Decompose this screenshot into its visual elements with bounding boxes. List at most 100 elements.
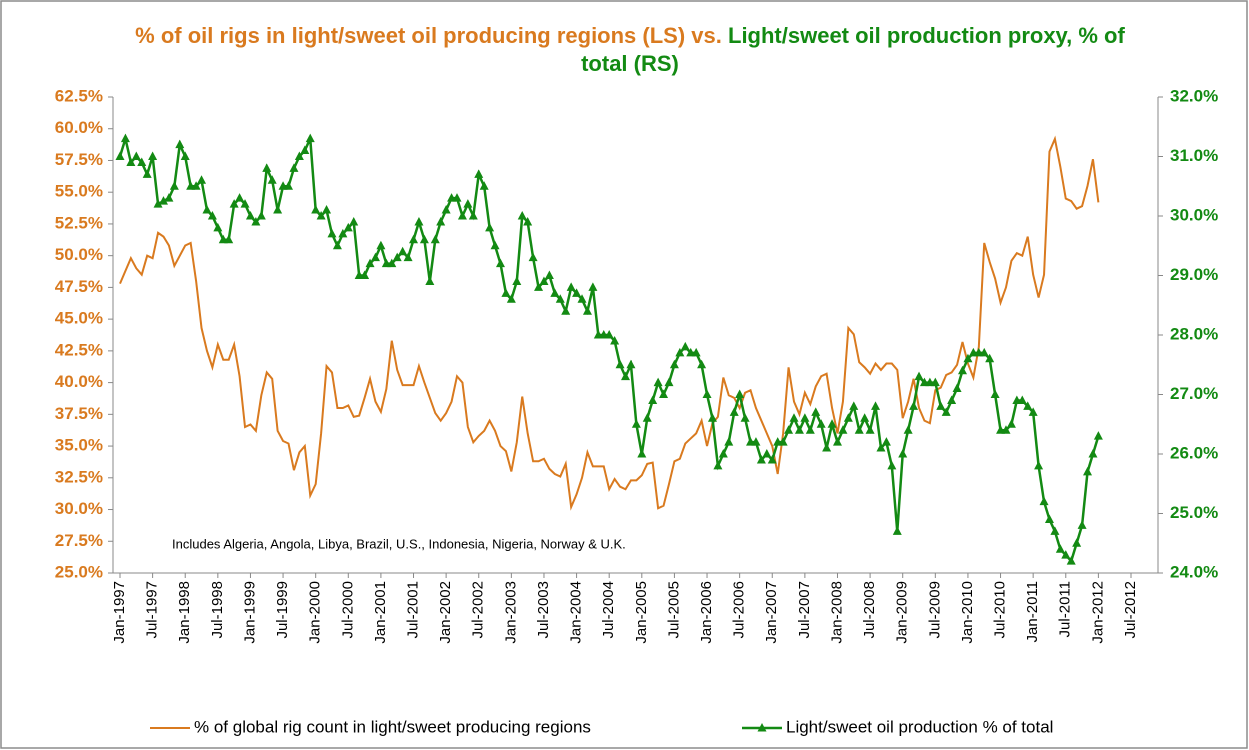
- marker: [137, 157, 147, 166]
- marker: [485, 222, 495, 232]
- x-tick-label: Jan-2004: [568, 581, 585, 644]
- marker: [631, 419, 641, 428]
- marker: [311, 205, 321, 214]
- marker: [403, 252, 413, 262]
- x-tick-label: Jan-2005: [633, 581, 650, 644]
- marker: [441, 205, 451, 214]
- series-line: [119, 135, 1100, 511]
- marker: [854, 425, 864, 434]
- marker: [539, 276, 549, 285]
- y2-tick-label: 29.0%: [1170, 265, 1218, 284]
- marker: [457, 211, 467, 220]
- marker: [566, 282, 576, 291]
- marker: [941, 407, 951, 416]
- x-tick-label: Jan-2007: [763, 581, 780, 644]
- marker: [990, 389, 1000, 398]
- marker: [751, 437, 761, 446]
- marker: [126, 157, 136, 166]
- marker: [251, 216, 261, 226]
- marker: [338, 228, 348, 238]
- y-tick-label: 50.0%: [55, 245, 103, 264]
- marker: [903, 425, 913, 434]
- y2-tick-label: 32.0%: [1170, 86, 1218, 105]
- marker: [702, 389, 712, 398]
- marker: [452, 193, 462, 202]
- marker: [267, 175, 277, 184]
- marker: [430, 234, 440, 244]
- marker: [245, 211, 255, 220]
- x-tick-label: Jul-2002: [470, 581, 487, 639]
- marker: [235, 193, 245, 202]
- marker: [224, 234, 234, 244]
- marker: [495, 258, 505, 268]
- marker: [131, 151, 141, 160]
- x-tick-label: Jan-2000: [307, 581, 324, 644]
- marker: [936, 401, 946, 410]
- x-tick-label: Jan-2009: [894, 581, 911, 644]
- marker: [158, 196, 168, 205]
- marker: [164, 193, 174, 202]
- marker: [528, 252, 538, 262]
- marker: [1055, 544, 1065, 553]
- marker: [724, 437, 734, 446]
- marker: [349, 216, 359, 226]
- marker: [680, 341, 690, 351]
- marker: [881, 437, 891, 446]
- marker: [142, 169, 152, 178]
- marker: [1034, 460, 1044, 470]
- marker: [392, 252, 402, 262]
- marker: [148, 151, 158, 160]
- marker: [153, 199, 163, 208]
- marker: [849, 401, 859, 410]
- x-tick-label: Jan-2003: [502, 581, 519, 644]
- y-tick-label: 40.0%: [55, 372, 103, 391]
- marker: [626, 359, 636, 369]
- marker: [832, 437, 842, 446]
- marker: [664, 377, 674, 387]
- marker: [572, 288, 582, 297]
- marker: [735, 389, 745, 398]
- marker: [876, 443, 886, 452]
- x-tick-label: Jan-1998: [176, 581, 193, 644]
- x-tick-label: Jul-2005: [665, 581, 682, 639]
- marker: [675, 347, 685, 357]
- x-tick-label: Jul-2004: [600, 581, 617, 639]
- marker: [648, 395, 658, 404]
- marker: [898, 449, 908, 458]
- marker: [365, 258, 375, 268]
- marker: [659, 389, 669, 398]
- y-tick-label: 42.5%: [55, 340, 103, 359]
- marker: [843, 413, 853, 422]
- marker: [789, 413, 799, 422]
- marker: [523, 216, 533, 226]
- marker: [653, 377, 663, 387]
- marker: [360, 270, 370, 279]
- chart-title: % of oil rigs in light/sweet oil produci…: [130, 22, 1130, 78]
- marker: [1066, 556, 1076, 565]
- x-tick-label: Jan-2008: [828, 581, 845, 644]
- marker: [376, 240, 386, 250]
- marker: [419, 234, 429, 244]
- marker: [811, 407, 821, 416]
- marker: [506, 294, 516, 303]
- marker: [577, 294, 587, 303]
- marker: [517, 211, 527, 220]
- marker: [262, 163, 272, 172]
- legend-label: % of global rig count in light/sweet pro…: [194, 717, 591, 736]
- marker: [115, 151, 125, 160]
- y-tick-label: 60.0%: [55, 118, 103, 137]
- marker: [1028, 407, 1038, 416]
- marker: [979, 347, 989, 357]
- marker: [1083, 466, 1093, 476]
- x-tick-label: Jul-1997: [144, 581, 161, 639]
- marker: [827, 419, 837, 428]
- marker: [1044, 514, 1054, 523]
- marker: [952, 383, 962, 393]
- marker: [582, 306, 592, 315]
- marker: [1039, 496, 1049, 506]
- marker: [300, 145, 310, 155]
- title-left: % of oil rigs in light/sweet oil produci…: [135, 23, 722, 48]
- y2-tick-label: 27.0%: [1170, 384, 1218, 403]
- marker: [767, 454, 777, 464]
- marker: [463, 199, 473, 208]
